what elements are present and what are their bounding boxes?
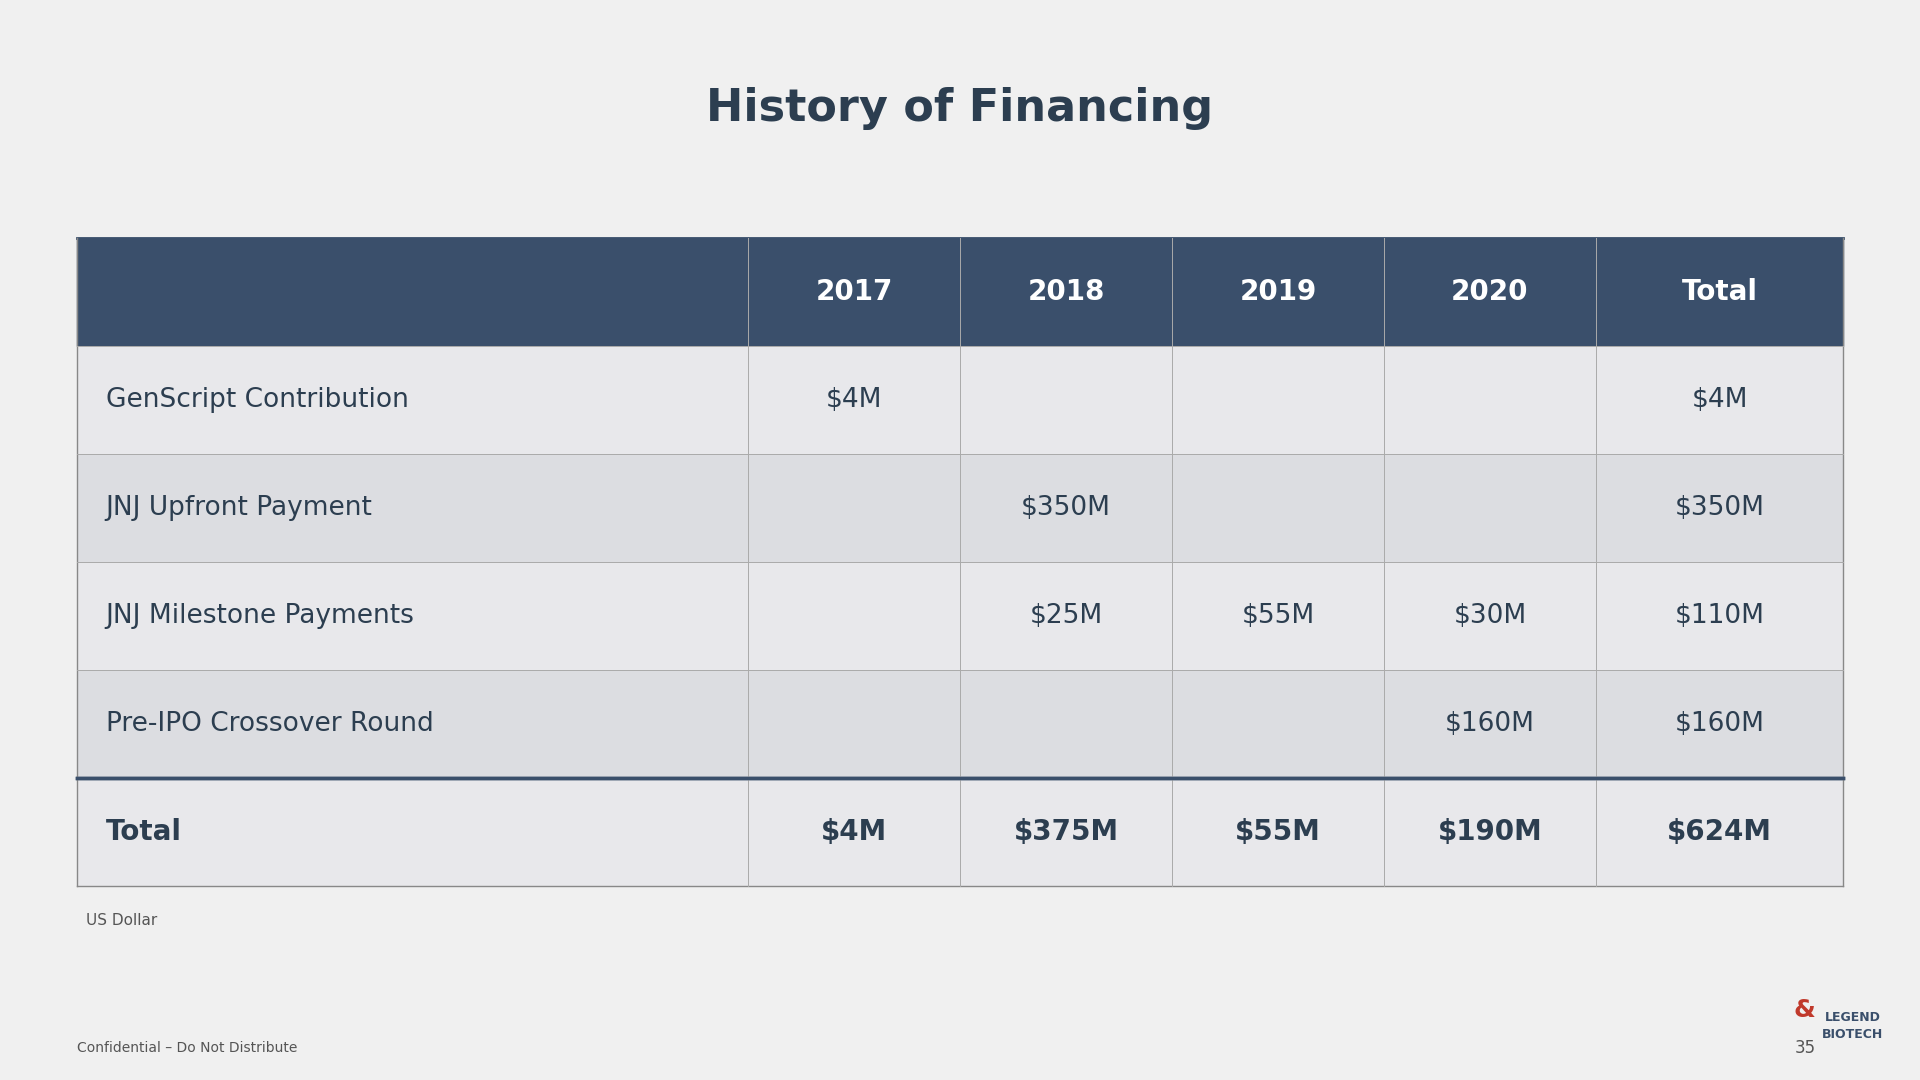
Text: 2020: 2020 — [1452, 278, 1528, 306]
Text: $350M: $350M — [1021, 495, 1112, 521]
Text: 2017: 2017 — [816, 278, 893, 306]
Text: US Dollar: US Dollar — [86, 913, 157, 928]
Text: Total: Total — [1682, 278, 1757, 306]
Text: $375M: $375M — [1014, 818, 1119, 846]
Text: LEGEND
BIOTECH: LEGEND BIOTECH — [1822, 1011, 1884, 1041]
Text: $624M: $624M — [1667, 818, 1772, 846]
Text: $30M: $30M — [1453, 603, 1526, 629]
Text: $160M: $160M — [1674, 711, 1764, 737]
Text: $110M: $110M — [1674, 603, 1764, 629]
Text: Pre-IPO Crossover Round: Pre-IPO Crossover Round — [106, 711, 434, 737]
Text: $190M: $190M — [1438, 818, 1542, 846]
Text: JNJ Milestone Payments: JNJ Milestone Payments — [106, 603, 415, 629]
Text: &: & — [1793, 998, 1816, 1022]
Text: History of Financing: History of Financing — [707, 86, 1213, 130]
Text: 2019: 2019 — [1238, 278, 1317, 306]
Text: $25M: $25M — [1029, 603, 1102, 629]
Text: JNJ Upfront Payment: JNJ Upfront Payment — [106, 495, 372, 521]
Text: $55M: $55M — [1235, 818, 1321, 846]
Text: 35: 35 — [1793, 1039, 1816, 1056]
Text: $4M: $4M — [1692, 387, 1747, 413]
Text: $4M: $4M — [826, 387, 883, 413]
Text: 2018: 2018 — [1027, 278, 1104, 306]
Text: $55M: $55M — [1242, 603, 1315, 629]
Text: $4M: $4M — [822, 818, 887, 846]
Text: Total: Total — [106, 818, 182, 846]
Text: $350M: $350M — [1674, 495, 1764, 521]
Text: GenScript Contribution: GenScript Contribution — [106, 387, 409, 413]
Text: $160M: $160M — [1446, 711, 1534, 737]
Text: Confidential – Do Not Distribute: Confidential – Do Not Distribute — [77, 1041, 298, 1054]
